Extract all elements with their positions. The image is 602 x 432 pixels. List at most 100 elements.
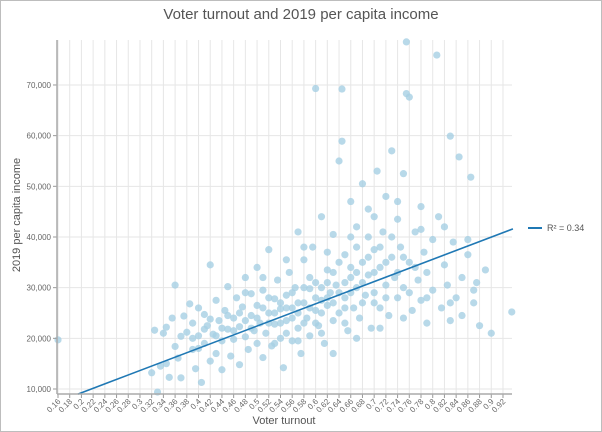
data-point bbox=[309, 243, 317, 251]
data-point bbox=[473, 278, 481, 287]
data-point bbox=[271, 320, 279, 328]
data-point bbox=[206, 357, 214, 365]
data-point bbox=[197, 378, 206, 387]
data-point bbox=[276, 305, 285, 313]
data-point bbox=[341, 294, 349, 302]
data-point bbox=[370, 268, 378, 277]
data-point bbox=[189, 334, 197, 342]
data-point bbox=[364, 253, 372, 261]
x-axis-label: Voter turnout bbox=[253, 415, 316, 427]
data-point bbox=[399, 284, 408, 292]
data-point bbox=[446, 299, 454, 307]
data-point bbox=[241, 316, 249, 325]
data-point bbox=[411, 228, 419, 236]
data-point bbox=[273, 276, 282, 284]
data-point bbox=[168, 314, 176, 322]
y-axis-label: 2019 per capita income bbox=[11, 158, 23, 272]
data-point bbox=[54, 336, 62, 344]
data-point bbox=[467, 173, 475, 181]
data-point bbox=[212, 332, 220, 340]
data-point bbox=[388, 253, 396, 261]
data-point bbox=[385, 311, 393, 320]
data-point bbox=[329, 268, 337, 277]
data-point bbox=[437, 304, 446, 312]
data-point bbox=[271, 295, 279, 303]
data-point bbox=[449, 238, 457, 246]
data-point bbox=[253, 263, 261, 271]
data-point bbox=[317, 329, 326, 337]
y-tick-label: 30,000 bbox=[27, 284, 52, 293]
data-point bbox=[433, 51, 441, 59]
data-point bbox=[183, 328, 191, 336]
data-point bbox=[247, 290, 255, 298]
data-point bbox=[344, 327, 352, 335]
data-point bbox=[388, 233, 396, 241]
data-point bbox=[347, 263, 355, 271]
data-point bbox=[186, 300, 194, 308]
data-point bbox=[306, 285, 314, 293]
data-point bbox=[282, 256, 290, 264]
data-point bbox=[230, 314, 238, 322]
data-point bbox=[353, 243, 361, 251]
data-point bbox=[312, 294, 320, 302]
data-point bbox=[332, 281, 340, 289]
data-point bbox=[235, 323, 244, 331]
data-point bbox=[405, 93, 413, 101]
data-point bbox=[294, 337, 302, 345]
y-tick-label: 70,000 bbox=[27, 81, 52, 90]
data-point bbox=[297, 349, 305, 358]
data-point bbox=[159, 329, 167, 337]
data-point bbox=[429, 235, 437, 244]
data-point bbox=[370, 289, 378, 297]
data-point bbox=[376, 263, 384, 271]
data-point bbox=[165, 373, 173, 381]
data-points bbox=[54, 38, 516, 396]
data-point bbox=[452, 294, 460, 302]
data-point bbox=[358, 180, 367, 188]
data-point bbox=[353, 334, 361, 342]
data-point bbox=[206, 261, 214, 269]
data-point bbox=[271, 309, 279, 317]
data-point bbox=[358, 299, 367, 307]
y-tick-label: 50,000 bbox=[27, 182, 52, 191]
data-point bbox=[347, 233, 355, 241]
data-point bbox=[306, 273, 314, 282]
data-point bbox=[241, 273, 249, 282]
data-point bbox=[200, 325, 208, 333]
data-point bbox=[475, 322, 484, 330]
data-point bbox=[276, 319, 285, 327]
data-point bbox=[323, 266, 331, 274]
data-point bbox=[312, 319, 320, 327]
data-point bbox=[376, 304, 384, 312]
data-point bbox=[191, 365, 200, 373]
data-point bbox=[353, 223, 361, 231]
data-point bbox=[206, 315, 214, 323]
data-point bbox=[423, 319, 431, 327]
data-point bbox=[341, 278, 349, 287]
data-point bbox=[300, 299, 308, 307]
data-point bbox=[373, 167, 381, 175]
data-point bbox=[212, 296, 220, 304]
data-point bbox=[235, 309, 244, 317]
data-point bbox=[224, 283, 232, 291]
data-point bbox=[265, 309, 273, 317]
data-point bbox=[487, 329, 495, 337]
y-tick-label: 60,000 bbox=[27, 132, 52, 141]
data-point bbox=[279, 364, 288, 372]
gridlines bbox=[57, 40, 512, 394]
data-point bbox=[338, 85, 346, 93]
data-point bbox=[180, 312, 188, 320]
data-point bbox=[399, 170, 408, 178]
data-point bbox=[338, 137, 346, 145]
data-point bbox=[265, 294, 273, 302]
data-point bbox=[402, 38, 410, 46]
data-point bbox=[312, 84, 320, 93]
data-point bbox=[329, 299, 337, 307]
data-point bbox=[358, 258, 367, 266]
data-point bbox=[443, 281, 451, 289]
data-point bbox=[218, 366, 226, 374]
data-point bbox=[350, 304, 358, 312]
data-point bbox=[440, 261, 449, 269]
data-point bbox=[262, 329, 270, 337]
